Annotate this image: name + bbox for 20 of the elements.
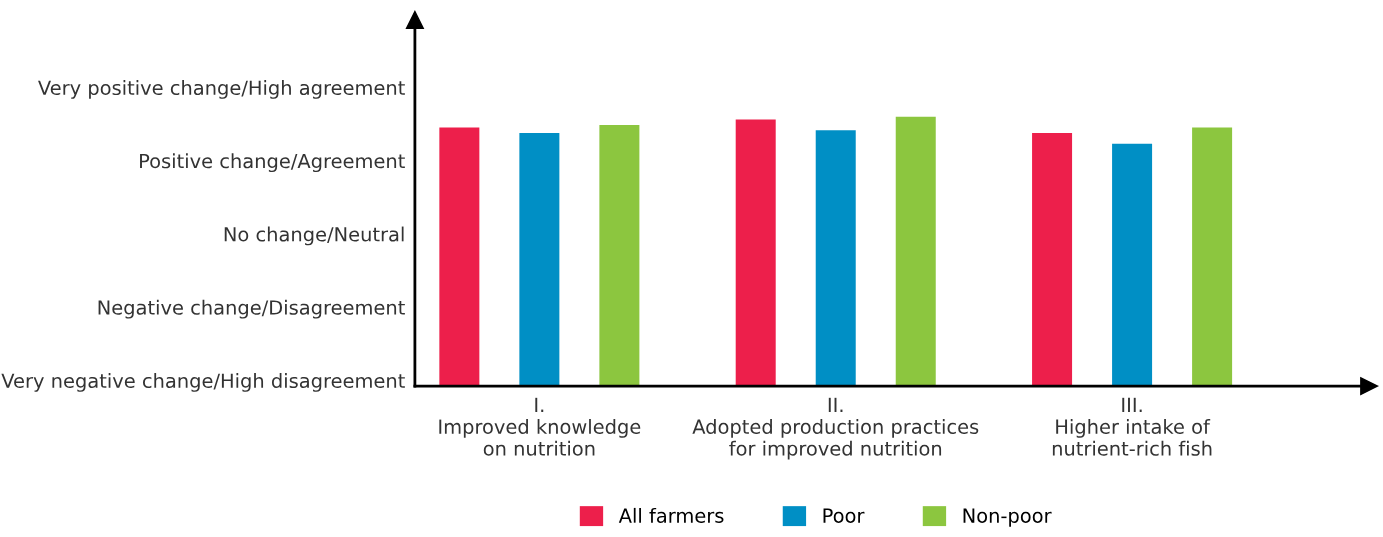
bar [439, 127, 480, 387]
bar [895, 116, 936, 387]
bar [815, 130, 856, 387]
bar [1112, 143, 1153, 387]
legend-label: All farmers [618, 507, 724, 523]
legend-label: Poor [823, 508, 865, 523]
x-tick-label: II. Adopted production practices for improved nutrition [692, 397, 979, 460]
bar [735, 119, 776, 387]
bar [519, 132, 560, 387]
legend-label: Non-poor [963, 508, 1052, 527]
x-tick-label: I. Improved knowledge on nutrition [439, 397, 641, 456]
text: No change/Neutral [224, 226, 404, 246]
bar [1032, 132, 1073, 387]
bar [599, 124, 640, 387]
bar [1192, 127, 1233, 387]
x-tick-label: III. Higher intake of nutrient-rich fish [1052, 397, 1212, 456]
text: Very negative change/High disagreement [1, 373, 405, 392]
text: Very positive change/High agreement [38, 80, 405, 99]
text: Positive change/Agreement [140, 153, 405, 173]
text: Negative change/Disagreement [98, 299, 405, 319]
